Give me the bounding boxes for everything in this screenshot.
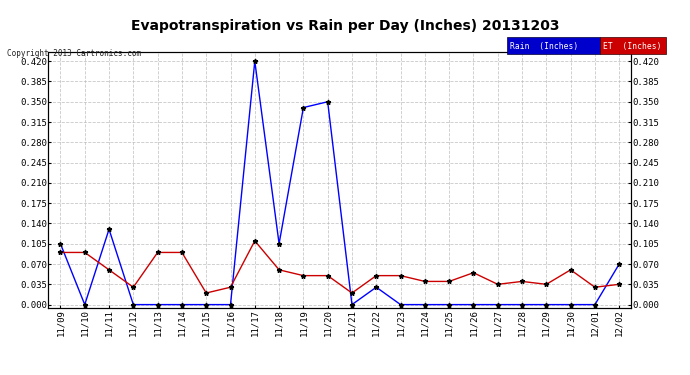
Text: ET  (Inches): ET (Inches)	[603, 42, 662, 51]
Text: Rain  (Inches): Rain (Inches)	[510, 42, 578, 51]
Text: Evapotranspiration vs Rain per Day (Inches) 20131203: Evapotranspiration vs Rain per Day (Inch…	[130, 19, 560, 33]
Text: Copyright 2013 Cartronics.com: Copyright 2013 Cartronics.com	[7, 49, 141, 58]
